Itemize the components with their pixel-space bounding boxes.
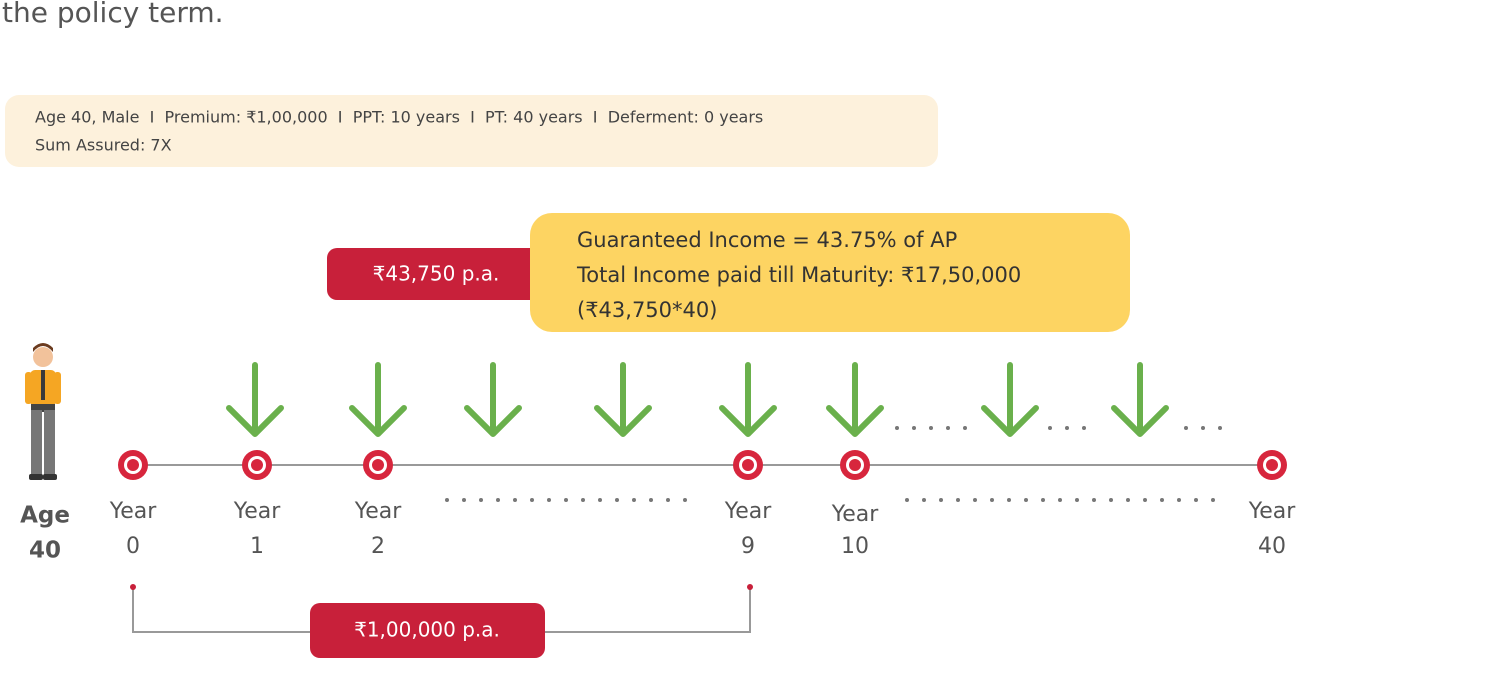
income-label: ₹43,750 p.a.	[373, 262, 500, 286]
dot	[963, 426, 967, 430]
dot	[496, 498, 500, 502]
premium-label: ₹1,00,000 p.a.	[354, 618, 500, 642]
dot	[990, 498, 994, 502]
milestone-label: Year	[831, 502, 880, 527]
milestone-marker	[251, 459, 263, 471]
dot	[445, 498, 449, 502]
dot	[956, 498, 960, 502]
milestone-label: Year	[233, 499, 282, 524]
age-label: 40	[29, 538, 61, 564]
dot	[1041, 498, 1045, 502]
dot	[564, 498, 568, 502]
milestone-label: Year	[1248, 499, 1297, 524]
dot	[683, 498, 687, 502]
income-arrow	[1111, 362, 1169, 437]
income-arrow	[594, 362, 652, 437]
dot	[513, 498, 517, 502]
dot	[1007, 498, 1011, 502]
milestone-number: 1	[250, 534, 264, 559]
dot	[632, 498, 636, 502]
income-arrow	[464, 362, 522, 437]
milestone-label: Year	[724, 499, 773, 524]
milestone-number: 40	[1258, 534, 1286, 559]
income-badge	[327, 248, 545, 300]
dot	[895, 426, 899, 430]
age-label: Age	[20, 503, 70, 529]
dot	[1024, 498, 1028, 502]
dot	[929, 426, 933, 430]
dot	[649, 498, 653, 502]
income-arrow	[719, 362, 777, 437]
dot	[1143, 498, 1147, 502]
dot	[615, 498, 619, 502]
dot	[1184, 426, 1188, 430]
dot	[1048, 426, 1052, 430]
income-arrow	[826, 362, 884, 437]
dot	[1058, 498, 1062, 502]
dot	[905, 498, 909, 502]
dot	[1082, 426, 1086, 430]
premium-badge	[310, 603, 545, 658]
dot	[1126, 498, 1130, 502]
milestone-label: Year	[354, 499, 403, 524]
income-arrow	[349, 362, 407, 437]
dot	[1201, 426, 1205, 430]
income-note-line: Guaranteed Income = 43.75% of AP	[577, 228, 957, 252]
assumptions-line: Sum Assured: 7X	[35, 136, 172, 155]
dot	[973, 498, 977, 502]
assumptions-box	[5, 95, 938, 167]
dot	[479, 498, 483, 502]
milestone-number: 2	[371, 534, 385, 559]
milestone-number: 10	[841, 534, 869, 559]
dot	[1194, 498, 1198, 502]
dot	[1218, 426, 1222, 430]
dot	[1092, 498, 1096, 502]
dot	[581, 498, 585, 502]
milestone-label: Year	[109, 499, 158, 524]
milestone-marker	[127, 459, 139, 471]
income-note-line: (₹43,750*40)	[577, 298, 717, 322]
dot	[1177, 498, 1181, 502]
dot	[1065, 426, 1069, 430]
dot	[547, 498, 551, 502]
dot	[598, 498, 602, 502]
milestone-marker	[742, 459, 754, 471]
dot	[946, 426, 950, 430]
dot	[922, 498, 926, 502]
income-arrow	[981, 362, 1039, 437]
milestone-marker	[372, 459, 384, 471]
milestone-marker	[849, 459, 861, 471]
dot	[530, 498, 534, 502]
dot	[1160, 498, 1164, 502]
dot	[912, 426, 916, 430]
intro-text: the policy term.	[2, 0, 224, 29]
bracket-end	[747, 584, 753, 590]
dot	[939, 498, 943, 502]
dot	[1109, 498, 1113, 502]
dot	[666, 498, 670, 502]
bracket-end	[130, 584, 136, 590]
milestone-marker	[1266, 459, 1278, 471]
assumptions-line: Age 40, Male I Premium: ₹1,00,000 I PPT:…	[35, 108, 763, 127]
person-icon	[25, 343, 61, 480]
milestone-number: 0	[126, 534, 140, 559]
income-note-line: Total Income paid till Maturity: ₹17,50,…	[576, 263, 1021, 287]
dots	[445, 426, 1222, 502]
income-arrow	[226, 362, 284, 437]
dot	[1211, 498, 1215, 502]
income-note-box	[530, 213, 1130, 332]
milestone-number: 9	[741, 534, 755, 559]
dot	[462, 498, 466, 502]
dot	[1075, 498, 1079, 502]
